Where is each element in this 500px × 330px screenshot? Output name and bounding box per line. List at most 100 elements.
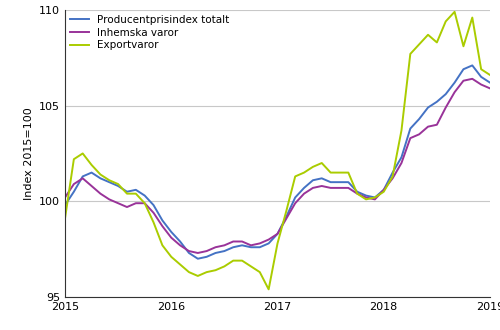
Producentprisindex totalt — [239, 243, 245, 247]
Exportvaror — [133, 192, 139, 196]
Inhemska varor — [204, 249, 210, 253]
Exportvaror — [408, 52, 414, 56]
Exportvaror — [381, 190, 387, 194]
Inhemska varor — [319, 184, 325, 188]
Producentprisindex totalt — [160, 218, 166, 222]
Producentprisindex totalt — [372, 195, 378, 199]
Inhemska varor — [212, 245, 218, 249]
Inhemska varor — [328, 186, 334, 190]
Producentprisindex totalt — [195, 257, 201, 261]
Exportvaror — [150, 220, 156, 224]
Producentprisindex totalt — [115, 184, 121, 188]
Inhemska varor — [168, 236, 174, 240]
Exportvaror — [186, 270, 192, 274]
Inhemska varor — [425, 125, 431, 129]
Exportvaror — [310, 165, 316, 169]
Exportvaror — [487, 73, 493, 77]
Exportvaror — [478, 67, 484, 71]
Producentprisindex totalt — [106, 180, 112, 184]
Y-axis label: Index 2015=100: Index 2015=100 — [24, 107, 34, 200]
Inhemska varor — [416, 132, 422, 136]
Exportvaror — [390, 175, 396, 179]
Inhemska varor — [266, 238, 272, 242]
Inhemska varor — [177, 243, 183, 247]
Exportvaror — [212, 268, 218, 272]
Exportvaror — [88, 163, 94, 167]
Producentprisindex totalt — [71, 190, 77, 194]
Exportvaror — [425, 33, 431, 37]
Inhemska varor — [274, 232, 280, 236]
Exportvaror — [301, 171, 307, 175]
Producentprisindex totalt — [150, 203, 156, 207]
Exportvaror — [71, 157, 77, 161]
Exportvaror — [62, 216, 68, 220]
Inhemska varor — [195, 251, 201, 255]
Producentprisindex totalt — [222, 249, 228, 253]
Inhemska varor — [408, 136, 414, 140]
Inhemska varor — [186, 249, 192, 253]
Producentprisindex totalt — [292, 195, 298, 199]
Producentprisindex totalt — [62, 203, 68, 207]
Producentprisindex totalt — [257, 245, 263, 249]
Exportvaror — [284, 209, 290, 213]
Producentprisindex totalt — [177, 240, 183, 244]
Producentprisindex totalt — [248, 245, 254, 249]
Exportvaror — [398, 128, 404, 132]
Exportvaror — [319, 161, 325, 165]
Producentprisindex totalt — [354, 190, 360, 194]
Exportvaror — [434, 41, 440, 45]
Inhemska varor — [442, 106, 448, 110]
Inhemska varor — [284, 216, 290, 220]
Exportvaror — [168, 255, 174, 259]
Exportvaror — [363, 197, 369, 201]
Inhemska varor — [222, 243, 228, 247]
Exportvaror — [142, 201, 148, 205]
Producentprisindex totalt — [336, 180, 342, 184]
Producentprisindex totalt — [319, 176, 325, 180]
Line: Inhemska varor: Inhemska varor — [65, 79, 490, 253]
Producentprisindex totalt — [133, 188, 139, 192]
Exportvaror — [80, 151, 86, 155]
Legend: Producentprisindex totalt, Inhemska varor, Exportvaror: Producentprisindex totalt, Inhemska varo… — [68, 13, 232, 52]
Inhemska varor — [478, 82, 484, 86]
Inhemska varor — [124, 205, 130, 209]
Inhemska varor — [88, 184, 94, 188]
Exportvaror — [177, 262, 183, 266]
Exportvaror — [106, 178, 112, 182]
Inhemska varor — [434, 123, 440, 127]
Inhemska varor — [62, 195, 68, 199]
Inhemska varor — [336, 186, 342, 190]
Inhemska varor — [381, 188, 387, 192]
Producentprisindex totalt — [470, 63, 476, 67]
Exportvaror — [336, 171, 342, 175]
Producentprisindex totalt — [284, 214, 290, 218]
Exportvaror — [115, 182, 121, 186]
Producentprisindex totalt — [363, 194, 369, 198]
Producentprisindex totalt — [230, 245, 236, 249]
Exportvaror — [204, 270, 210, 274]
Exportvaror — [222, 264, 228, 268]
Producentprisindex totalt — [452, 81, 458, 84]
Inhemska varor — [150, 211, 156, 215]
Inhemska varor — [133, 201, 139, 205]
Producentprisindex totalt — [80, 175, 86, 179]
Inhemska varor — [71, 182, 77, 186]
Producentprisindex totalt — [408, 127, 414, 131]
Exportvaror — [442, 19, 448, 23]
Exportvaror — [372, 195, 378, 199]
Inhemska varor — [239, 240, 245, 244]
Inhemska varor — [301, 192, 307, 196]
Exportvaror — [452, 10, 458, 14]
Inhemska varor — [346, 186, 352, 190]
Exportvaror — [292, 175, 298, 179]
Inhemska varor — [106, 197, 112, 201]
Producentprisindex totalt — [425, 106, 431, 110]
Producentprisindex totalt — [88, 171, 94, 175]
Producentprisindex totalt — [124, 190, 130, 194]
Exportvaror — [328, 171, 334, 175]
Producentprisindex totalt — [487, 81, 493, 84]
Inhemska varor — [160, 224, 166, 228]
Producentprisindex totalt — [266, 242, 272, 246]
Producentprisindex totalt — [328, 180, 334, 184]
Producentprisindex totalt — [434, 100, 440, 104]
